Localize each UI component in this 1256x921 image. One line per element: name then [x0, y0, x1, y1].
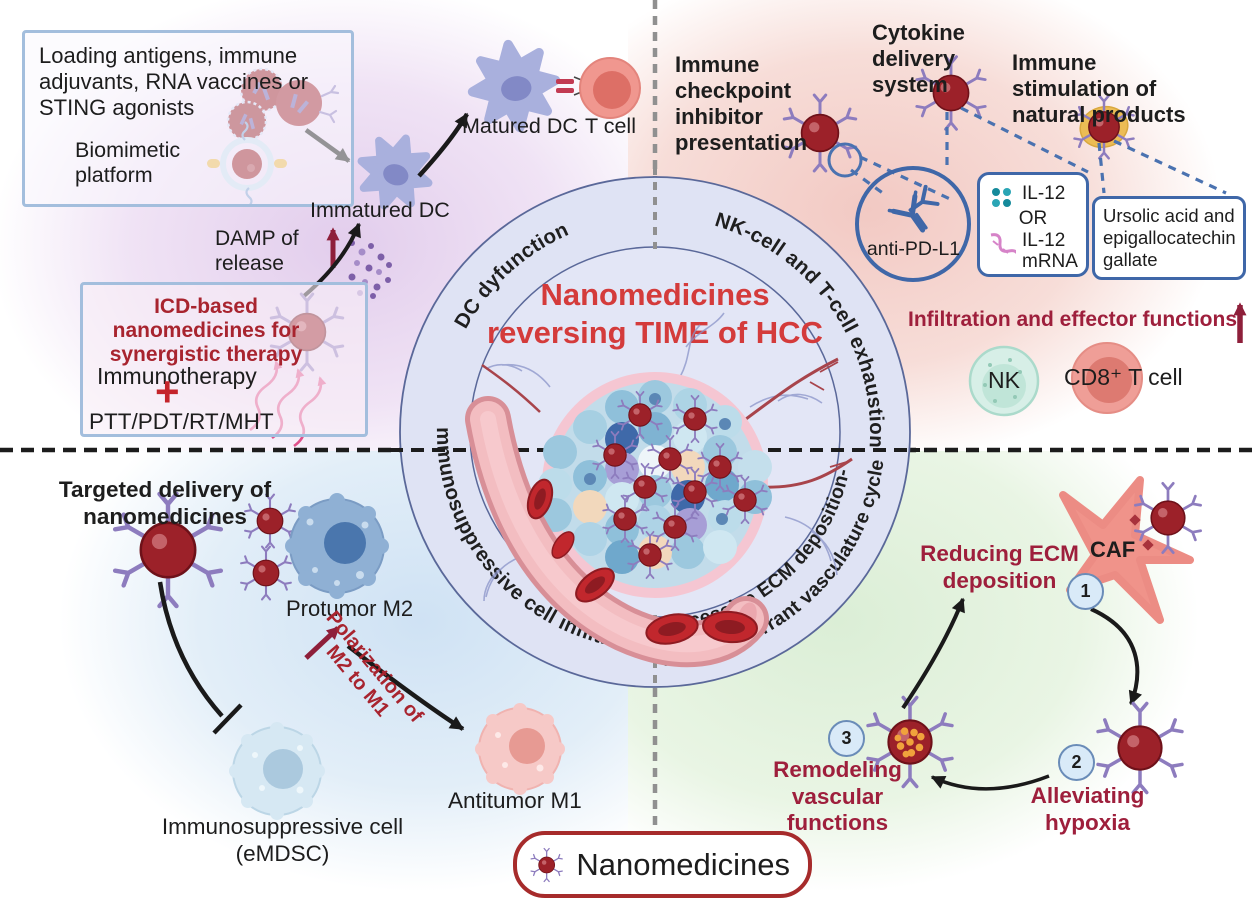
step-2-badge: 2: [1058, 744, 1095, 781]
immature-dc-label: Immatured DC: [310, 198, 450, 222]
anti-pdl1-label: anti-PD-L1: [866, 238, 961, 260]
icd-therapy-panel: ICD-based nanomedicines for synergistic …: [80, 282, 368, 437]
antitumor-m1-label: Antitumor M1: [448, 788, 582, 813]
il12-label: IL-12: [1022, 183, 1066, 204]
plus-icon: +: [155, 368, 180, 415]
or-label: OR: [1018, 208, 1048, 229]
il12-protein-icon: [992, 188, 1011, 207]
nanomedicines-legend: Nanomedicines: [513, 831, 812, 898]
nk-label: NK: [988, 367, 1020, 393]
remodeling-vascular-label: Remodeling vascular functions: [773, 757, 902, 836]
caf-label: CAF: [1090, 537, 1136, 562]
il12-mrna-label-1: IL-12: [1022, 230, 1066, 251]
icd-title: ICD-based nanomedicines for synergistic …: [109, 295, 303, 367]
t-cell-label: T cell: [585, 114, 636, 138]
legend-nanoparticle-icon: [530, 847, 563, 882]
il12-mrna-label-2: mRNA: [1022, 251, 1078, 272]
step-3-badge: 3: [828, 720, 865, 757]
infiltration-label: Infiltration and effector functions: [908, 308, 1237, 331]
checkpoint-label: Immune checkpoint inhibitor presentation: [675, 52, 808, 155]
loading-cargo-panel: Loading antigens, immune adjuvants, RNA …: [22, 30, 354, 207]
protumor-m2-label: Protumor M2: [286, 596, 414, 621]
mrna-icon: [990, 233, 1016, 255]
natural-products-label: Immune stimulation of natural products: [1012, 50, 1186, 127]
ursolic-panel: Ursolic acid and epigallocatechin gallat…: [1092, 196, 1246, 280]
loading-cargo-text: Loading antigens, immune adjuvants, RNA …: [39, 43, 309, 120]
il12-panel: IL-12 OR IL-12 mRNA: [977, 172, 1089, 277]
reducing-ecm-label: Reducing ECM deposition: [920, 541, 1079, 593]
therapies-label: PTT/PDT/RT/MHT: [89, 409, 274, 434]
immunotherapy-label: Immunotherapy: [97, 363, 257, 389]
biomimetic-platform-label: Biomimetic platform: [75, 138, 181, 188]
legend-label: Nanomedicines: [576, 846, 790, 882]
immunosuppressive-cell-label: Immunosuppressive cell (eMDSC): [161, 814, 404, 866]
ursolic-text: Ursolic acid and epigallocatechin gallat…: [1103, 205, 1236, 270]
alleviating-hypoxia-label: Alleviating hypoxia: [1030, 783, 1145, 835]
damp-release-label: DAMP of release: [215, 227, 299, 275]
mature-dc-label: Matured DC: [462, 114, 578, 138]
step-1-badge: 1: [1067, 573, 1104, 610]
targeted-delivery-label: Targeted delivery of nanomedicines: [58, 477, 272, 529]
cd8-label: CD8⁺ T cell: [1064, 364, 1183, 390]
